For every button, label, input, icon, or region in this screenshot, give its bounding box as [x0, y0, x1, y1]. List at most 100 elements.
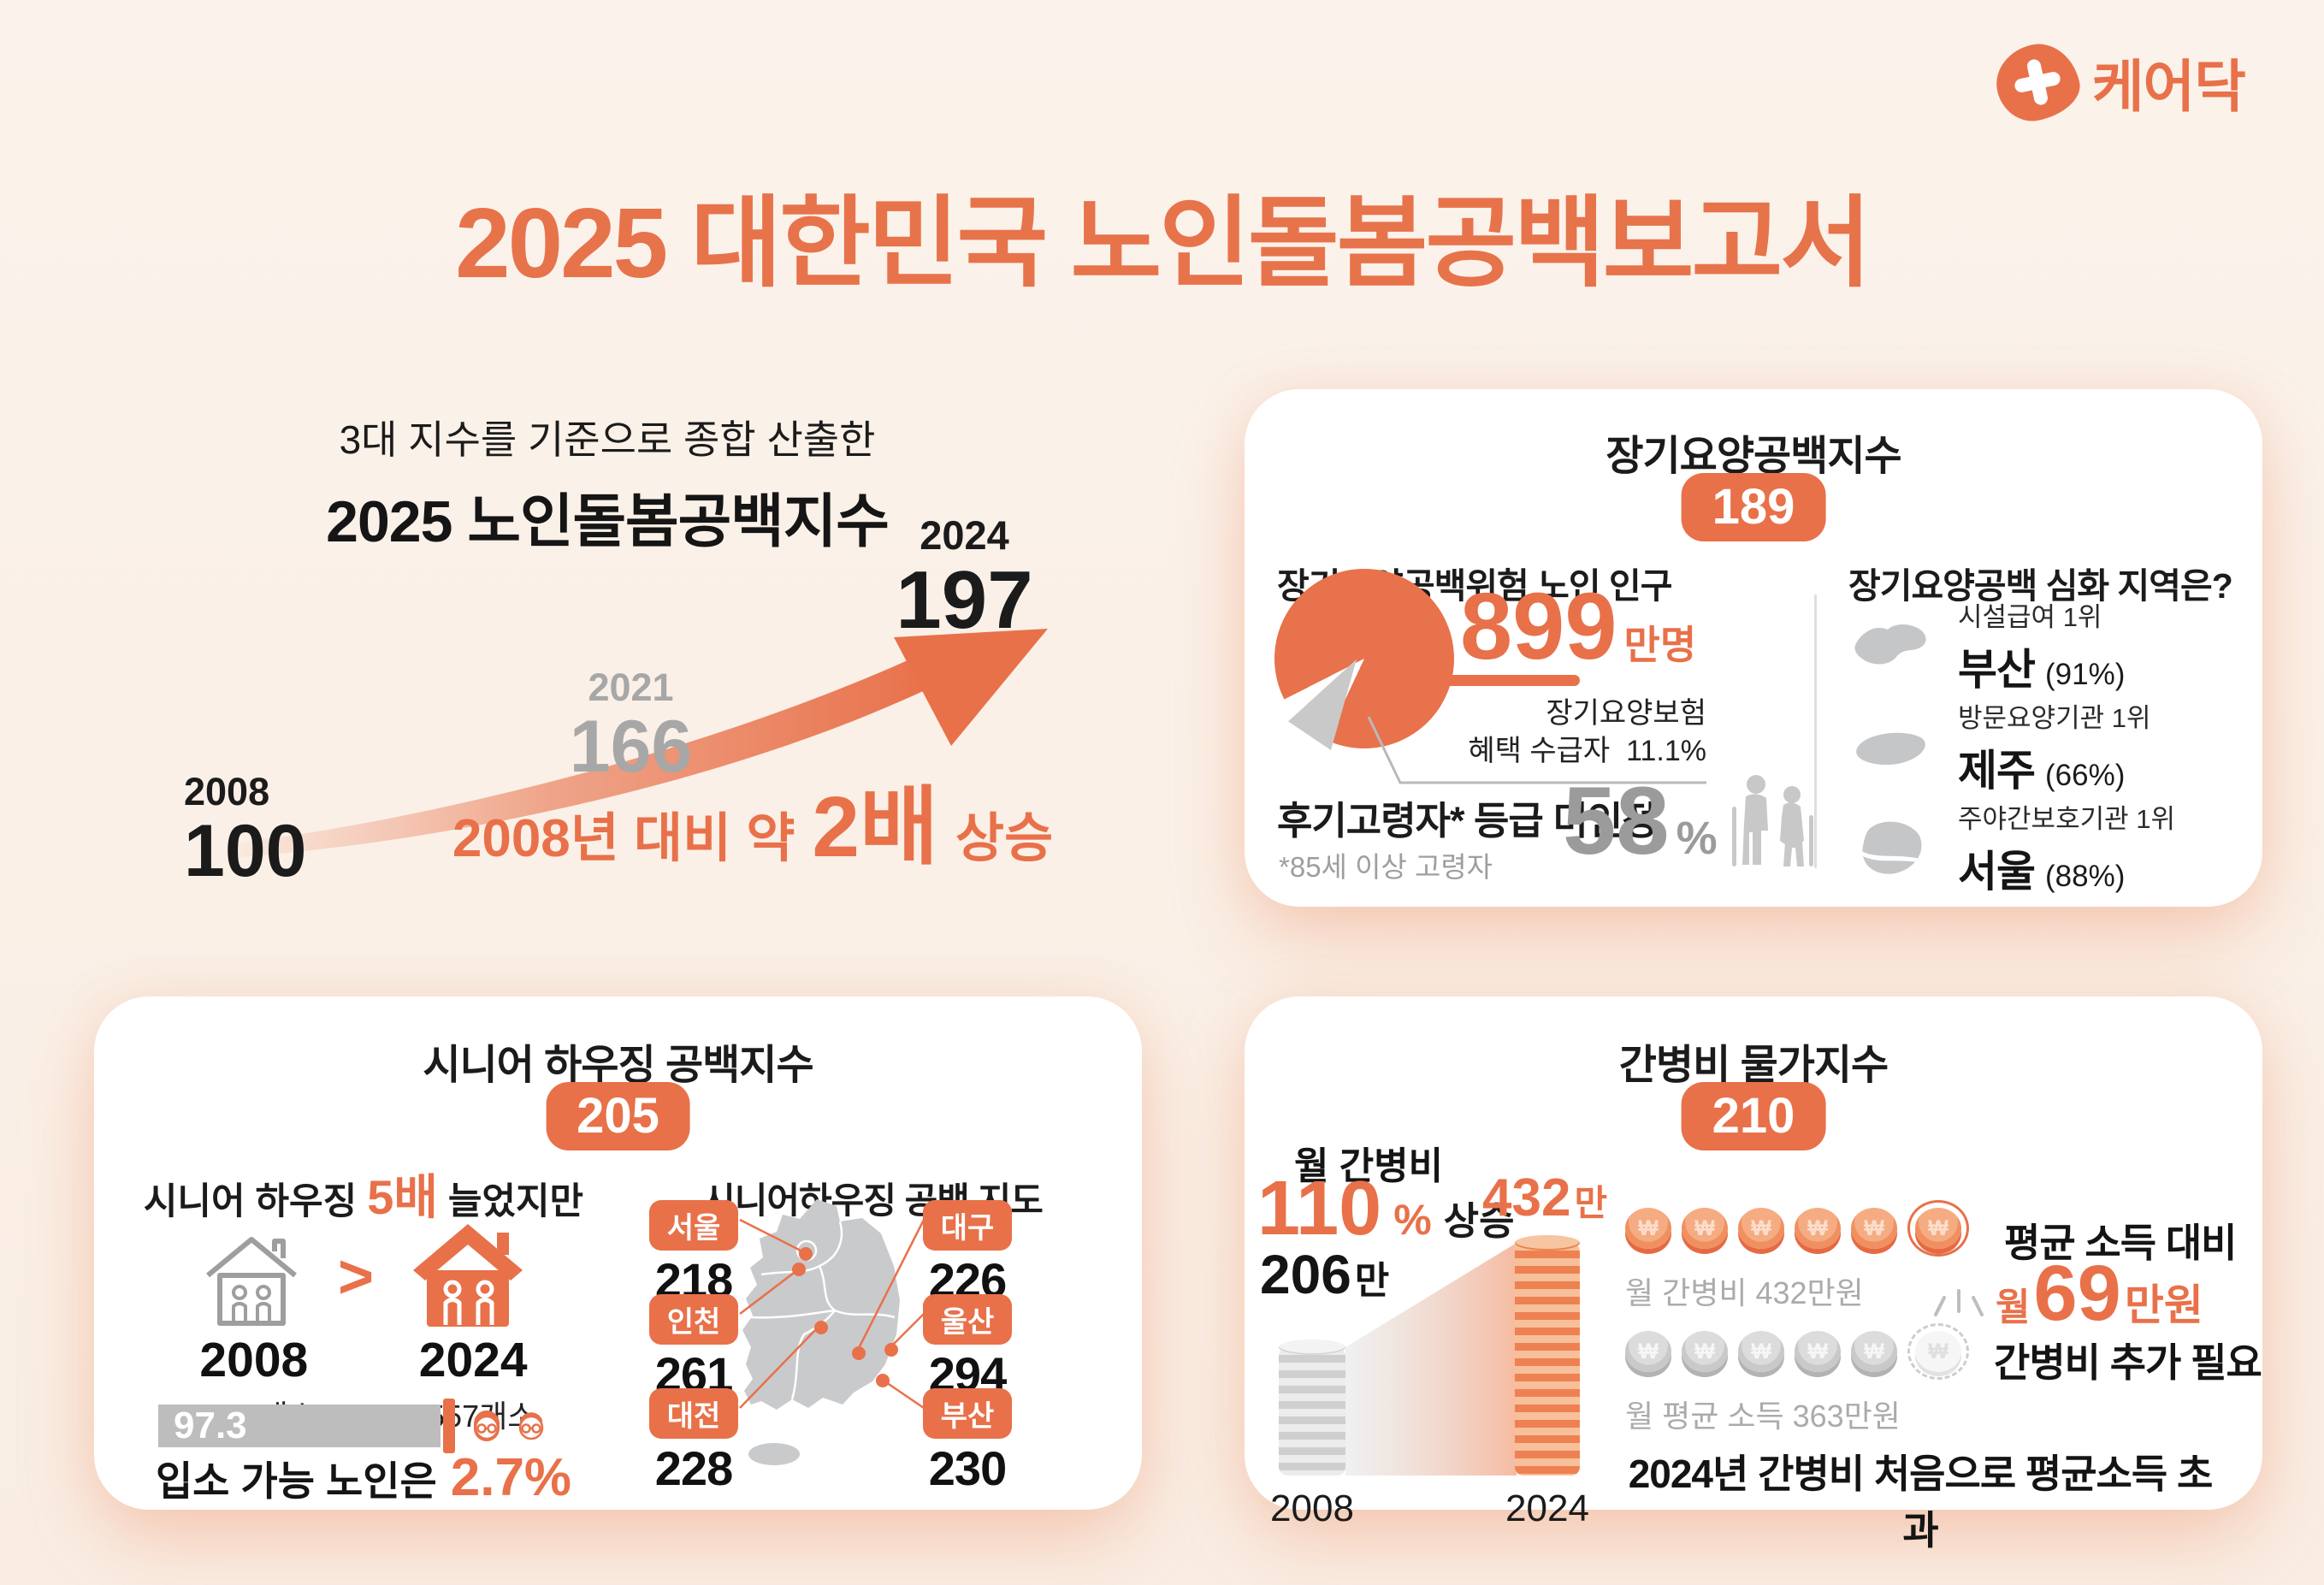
point-value: 197 [896, 554, 1033, 646]
point-year: 2021 [588, 665, 674, 709]
year-label: 2024 [418, 1333, 528, 1387]
won-coin-ghost-icon: ₩ [1915, 1331, 1961, 1372]
stack-year-2024: 2024 [1505, 1487, 1589, 1529]
region-pct: (66%) [2045, 758, 2126, 792]
brand-logo: 케어닥 [1989, 36, 2246, 128]
occupancy-caption-text: 입소 가능 노인은 [155, 1458, 437, 1504]
elderly-pie-chart [1274, 569, 1454, 750]
region-city: 부산 [1958, 645, 2036, 694]
overview-point-2024: 2024 197 [881, 512, 1048, 642]
sparkle-rays-icon [1934, 1289, 1984, 1316]
need-amount: 월 69 만원 [1996, 1250, 2203, 1337]
won-coin-gray-icon: ₩ [1625, 1331, 1671, 1372]
caption-prefix: 2008년 대비 약 [452, 809, 795, 868]
city-value: 230 [928, 1441, 1007, 1495]
regions-heading: 장기요양공백 심화 지역은? [1848, 566, 2233, 606]
monthly-care-label: 월 간병비 [1294, 1145, 1444, 1187]
housing-index-badge: 205 [546, 1082, 690, 1150]
page-title: 2025 대한민국 노인돌봄공백보고서 [455, 187, 1872, 299]
stack-year-2008: 2008 [1270, 1487, 1354, 1529]
region-city: 서울 [1958, 847, 2036, 896]
elderly-faces [469, 1408, 549, 1444]
city-pill: 인천 [649, 1294, 738, 1345]
point-year: 2024 [920, 512, 1009, 558]
elderly-couple-icon [1732, 775, 1813, 866]
city-tag-seoul: 서울 218 [646, 1200, 742, 1308]
won-coin-gray-icon: ₩ [1682, 1331, 1728, 1372]
rise-pct: 110 [1257, 1166, 1382, 1251]
won-coin-gray-icon: ₩ [1795, 1331, 1841, 1372]
pie-note-line2: 혜택 수급자 11.1% [1468, 734, 1706, 767]
city-pill: 대전 [649, 1388, 738, 1439]
ungraded-number: 58 [1563, 767, 1670, 874]
region-category: 방문요양기관 1위 [1958, 702, 2151, 733]
population-value: 899 만명 [1460, 580, 1697, 674]
region-item-busan: 시설급여 1위 부산 (91%) [1848, 602, 2242, 694]
population-unit: 만명 [1623, 623, 1697, 667]
rise-pct-unit: % [1393, 1196, 1432, 1244]
ungraded-unit: % [1676, 813, 1718, 864]
won-coin-icon: ₩ [1795, 1208, 1841, 1249]
city-tag-daejeon: 대전 228 [646, 1388, 742, 1496]
won-coin-icon: ₩ [1738, 1208, 1784, 1249]
region-item-seoul: 주야간보호기관 1위 서울 (88%) [1848, 804, 2242, 896]
occupancy-bar-gray: 97.3 [158, 1405, 441, 1447]
pie-note: 장기요양보험 혜택 수급자 11.1% [1458, 695, 1706, 770]
region-text: 방문요양기관 1위 제주 (66%) [1958, 696, 2151, 798]
need-line1: 평균 소득 대비 [2004, 1221, 2237, 1265]
region-pct: (88%) [2045, 859, 2126, 893]
wedge-connector-line [1367, 716, 1706, 784]
won-coin-icon: ₩ [1625, 1208, 1671, 1249]
growth-prefix: 시니어 하우징 [143, 1181, 358, 1222]
income-coin-label: 월 평균 소득 363만원 [1625, 1399, 1901, 1434]
caption-highlight: 2배 [812, 779, 939, 875]
region-pct: (91%) [2045, 657, 2126, 691]
region-category: 주야간보호기관 1위 [1958, 803, 2176, 834]
care-cost-coins: ₩ ₩ ₩ ₩ ₩ ₩ [1625, 1200, 1969, 1257]
ungraded-footnote: *85세 이상 고령자 [1279, 851, 1493, 883]
region-text: 시설급여 1위 부산 (91%) [1958, 595, 2125, 697]
occupancy-caption-value: 2.7% [450, 1448, 572, 1507]
pie-note-pct: 11.1% [1626, 734, 1706, 767]
busan-map-icon [1848, 618, 1934, 674]
won-coin-icon: ₩ [1915, 1208, 1961, 1249]
cost-index-badge: 210 [1681, 1082, 1826, 1150]
care-cost-rise: 110 % 상승 [1257, 1166, 1514, 1251]
greater-than-icon: > [337, 1243, 375, 1311]
city-pill: 서울 [649, 1200, 738, 1251]
jeju-map-icon [1848, 723, 1934, 771]
value-2008-unit: 만 [1354, 1260, 1390, 1302]
ungraded-value: 58 % [1563, 767, 1718, 874]
overview-subtitle-line2: 2025 노인돌봄공백지수 [326, 489, 890, 554]
won-coin-gray-icon: ₩ [1738, 1331, 1784, 1372]
value-2024: 432 만 [1482, 1172, 1608, 1227]
longterm-care-card: 장기요양공백지수 189 장기요양공백위험 노인 인구 899 만명 장기요양보… [1245, 389, 2262, 907]
overview-point-2008: 2008 100 [184, 770, 329, 890]
point-year: 2008 [184, 770, 270, 813]
point-value: 166 [569, 706, 693, 788]
pie-note-line1: 장기요양보험 [1546, 697, 1706, 730]
missing-coin-ring: ₩ [1907, 1323, 1969, 1380]
city-tag-ulsan: 울산 294 [920, 1294, 1015, 1402]
coin-stack-2024 [1515, 1235, 1580, 1476]
income-coins: ₩ ₩ ₩ ₩ ₩ ₩ [1625, 1323, 1969, 1380]
senior-housing-card: 시니어 하우징 공백지수 205 시니어 하우징 5배 늘었지만 > [94, 997, 1142, 1510]
growth-suffix: 늘었지만 [447, 1181, 584, 1222]
care-cost-card: 간병비 물가지수 210 월 간병비 110 % 상승 432 만 206 만 [1245, 997, 2262, 1552]
korea-map [739, 1199, 925, 1465]
caption-suffix: 상승 [955, 809, 1054, 868]
growth-highlight: 5배 [367, 1170, 438, 1224]
value-2024-unit: 만 [1574, 1183, 1608, 1223]
housing-card-title: 시니어 하우징 공백지수 [423, 1043, 813, 1088]
city-value: 228 [654, 1441, 733, 1495]
highlighted-coin-ring: ₩ [1907, 1200, 1969, 1257]
overview-point-2021: 2021 166 [556, 665, 706, 785]
need-value: 69 [2033, 1250, 2121, 1337]
value-2008-number: 206 [1260, 1244, 1351, 1305]
coin-stack-2008 [1279, 1340, 1345, 1476]
column-divider [1814, 594, 1817, 868]
won-coin-icon: ₩ [1851, 1208, 1897, 1249]
cost-bottom-note: 2024년 간병비 처음으로 평균소득 초과 [1628, 1452, 2214, 1552]
ungraded-label: 후기고령자* 등급 미인정 [1277, 799, 1658, 843]
